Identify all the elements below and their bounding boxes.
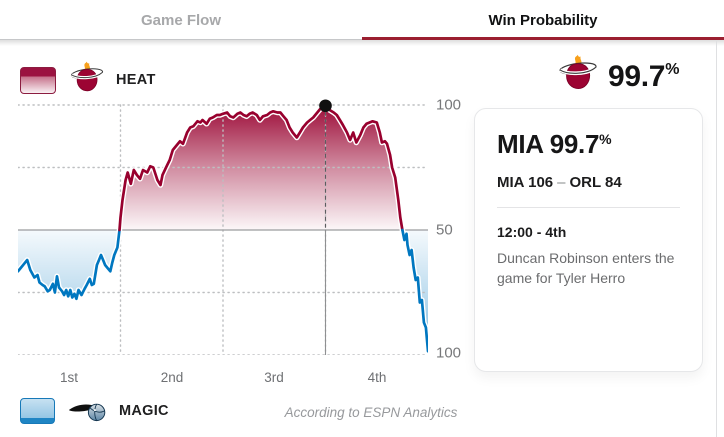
- tab-bar: Game Flow Win Probability: [0, 0, 724, 40]
- score-orl: ORL 84: [569, 174, 622, 191]
- analytics-footnote: According to ESPN Analytics: [284, 405, 458, 420]
- magic-probability-line: [401, 228, 430, 353]
- tab-win-probability[interactable]: Win Probability: [362, 0, 724, 40]
- x-axis-tick-1st: 1st: [59, 370, 78, 385]
- tab-game-flow[interactable]: Game Flow: [0, 0, 362, 40]
- tab-bar-shadow: [0, 40, 724, 46]
- card-event-description: Duncan Robinson enters the game for Tyle…: [497, 250, 675, 286]
- magic-legend-label: MAGIC: [119, 402, 169, 419]
- card-game-clock: 12:00 - 4th: [497, 224, 567, 240]
- card-divider: [497, 207, 680, 208]
- tab-game-flow-label: Game Flow: [140, 11, 222, 29]
- legend-magic: MAGIC: [20, 396, 169, 425]
- win-probability-chart[interactable]: [15, 93, 431, 356]
- y-axis-tick-mid: 50: [436, 221, 453, 239]
- heat-logo-summary-icon: [559, 54, 598, 89]
- event-detail-card: MIA 99.7% MIA 106– ORL 84 12:00 - 4th Dun…: [474, 108, 703, 372]
- y-axis-tick-bottom: 100: [436, 344, 462, 362]
- y-axis-tick-top: 100: [436, 96, 462, 114]
- inactive-tab-underline: [0, 39, 362, 40]
- card-win-pct-value: MIA 99.7: [497, 129, 600, 159]
- heat-color-swatch: [20, 66, 56, 94]
- heat-probability-line: [118, 104, 404, 232]
- active-tab-underline: [362, 37, 724, 40]
- x-axis-tick-2nd: 2nd: [160, 370, 184, 385]
- magic-logo-icon: [68, 403, 106, 422]
- heat-logo-icon: [70, 61, 104, 92]
- x-axis-tick-4th: 4th: [367, 370, 387, 385]
- magic-color-swatch: [20, 397, 55, 424]
- heat-legend-label: HEAT: [116, 72, 156, 88]
- legend-heat: HEAT: [20, 61, 156, 99]
- win-pct-unit: %: [665, 61, 680, 78]
- score-separator: –: [557, 174, 566, 191]
- current-win-percentage: 99.7%: [608, 60, 679, 94]
- tab-win-probability-label: Win Probability: [488, 11, 598, 29]
- score-mia: MIA 106: [497, 174, 554, 191]
- event-marker-dot[interactable]: [319, 99, 332, 113]
- x-axis-tick-3rd: 3rd: [264, 370, 284, 385]
- win-probability-svg: [15, 99, 431, 356]
- card-win-probability: MIA 99.7%: [497, 129, 680, 160]
- win-pct-value: 99.7: [608, 60, 666, 93]
- card-win-pct-unit: %: [599, 131, 612, 147]
- widget-right-border: [716, 41, 717, 437]
- magic-probability-line: [16, 228, 121, 301]
- card-score: MIA 106– ORL 84: [497, 174, 680, 191]
